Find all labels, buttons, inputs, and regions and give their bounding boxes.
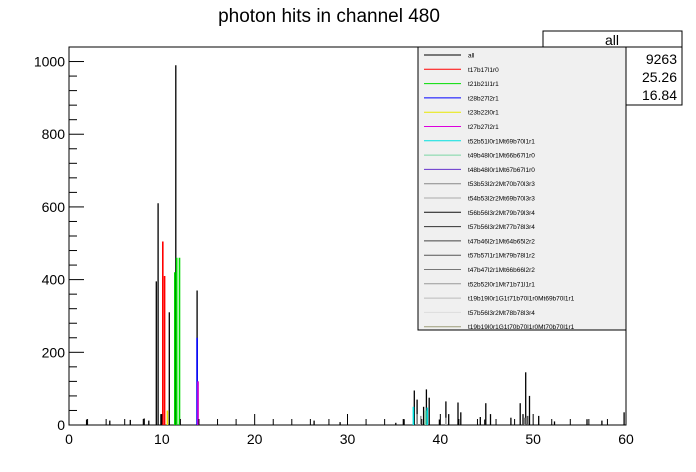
legend-box — [417, 46, 627, 331]
y-tick-label-200: 200 — [42, 344, 66, 360]
legend-label-12: t57b56l3r2Mt77b78l3r4 — [468, 224, 535, 231]
legend-label-13: t47b46l2r1Mt64b65l2r2 — [468, 238, 535, 245]
chart-title: photon hits in channel 480 — [218, 6, 440, 27]
x-tick-label-40: 40 — [433, 431, 449, 447]
legend-label-14: t57b57l1r1Mt79b78l1r2 — [468, 253, 535, 260]
legend-label-18: t57b56l3r2Mt78b78l3r4 — [468, 310, 535, 317]
legend-label-10: t54b53l2r2Mt69b70l3r3 — [468, 196, 535, 203]
stats-entries-value: 9263 — [646, 51, 677, 67]
legend-label-16: t52b52l0r1Mt71b71l1r1 — [468, 281, 535, 288]
legend-label-6: t52b51l0r1Mt69b70l1r1 — [468, 138, 535, 145]
legend-label-8: t48b48l0r1Mt67b67l1r0 — [468, 167, 535, 174]
legend-label-4: t23b22l0r1 — [468, 110, 499, 117]
legend-label-9: t53b53l2r2Mt70b70l3r3 — [468, 181, 535, 188]
x-tick-label-50: 50 — [525, 431, 541, 447]
legend-label-5: t27b27l2r1 — [468, 124, 499, 131]
legend: all t17b17l1r0 t21b21l1r1 t28b27l2r1 t23b22l… — [417, 46, 627, 331]
legend-label-2: t21b21l1r1 — [468, 81, 499, 88]
x-tick-label-30: 30 — [340, 431, 356, 447]
stats-box-title: all — [605, 32, 619, 48]
y-tick-label-400: 400 — [42, 272, 66, 288]
x-tick-label-20: 20 — [247, 431, 263, 447]
legend-label-11: t56b56l3r2Mt79b79l3r4 — [468, 210, 535, 217]
x-tick-label-10: 10 — [154, 431, 170, 447]
stats-box: all 9263 25.26 16.84 — [542, 30, 683, 106]
y-tick-label-0: 0 — [57, 417, 65, 433]
legend-label-19: t19b19l0r1G1t70b70l1r0Mt70b70l1r1 — [468, 324, 575, 331]
legend-label-7: t49b48l0r1Mt66b67l1r0 — [468, 153, 535, 160]
stats-mean-value: 25.26 — [642, 69, 677, 85]
y-tick-label-600: 600 — [42, 199, 66, 215]
stats-rms-value: 16.84 — [642, 87, 677, 103]
legend-label-17: t19b19l0r1G1t71b70l1r0Mt69b70l1r1 — [468, 296, 575, 303]
legend-label-1: t17b17l1r0 — [468, 67, 499, 74]
x-tick-label-60: 60 — [618, 431, 634, 447]
series-layer — [85, 65, 625, 425]
y-tick-label-1000: 1000 — [34, 54, 65, 70]
x-tick-label-0: 0 — [65, 431, 73, 447]
y-tick-label-800: 800 — [42, 126, 66, 142]
legend-label-15: t47b47l2r1Mt66b66l2r2 — [468, 267, 535, 274]
legend-label-3: t28b27l2r1 — [468, 95, 499, 102]
legend-label-0: all — [468, 53, 475, 60]
